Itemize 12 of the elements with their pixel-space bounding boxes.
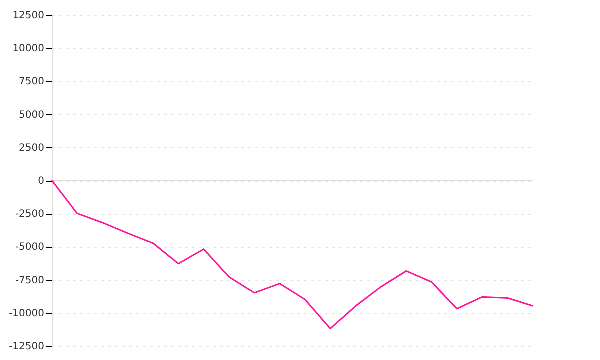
y-tick-label: 12500 bbox=[12, 10, 44, 22]
y-tick-label: -5000 bbox=[15, 242, 44, 254]
y-tick-label: 7500 bbox=[19, 76, 44, 88]
y-tick-label: 10000 bbox=[12, 44, 44, 55]
y-tick-label: -2500 bbox=[15, 209, 44, 220]
y-tick-label: -7500 bbox=[15, 275, 44, 286]
y-tick-label: 0 bbox=[38, 176, 44, 187]
y-tick-label: -12500 bbox=[9, 342, 44, 352]
y-tick-label: 5000 bbox=[19, 110, 44, 121]
line-series bbox=[51, 180, 534, 330]
y-tick-label: -10000 bbox=[9, 308, 44, 320]
y-tick-label: 2500 bbox=[19, 142, 44, 154]
